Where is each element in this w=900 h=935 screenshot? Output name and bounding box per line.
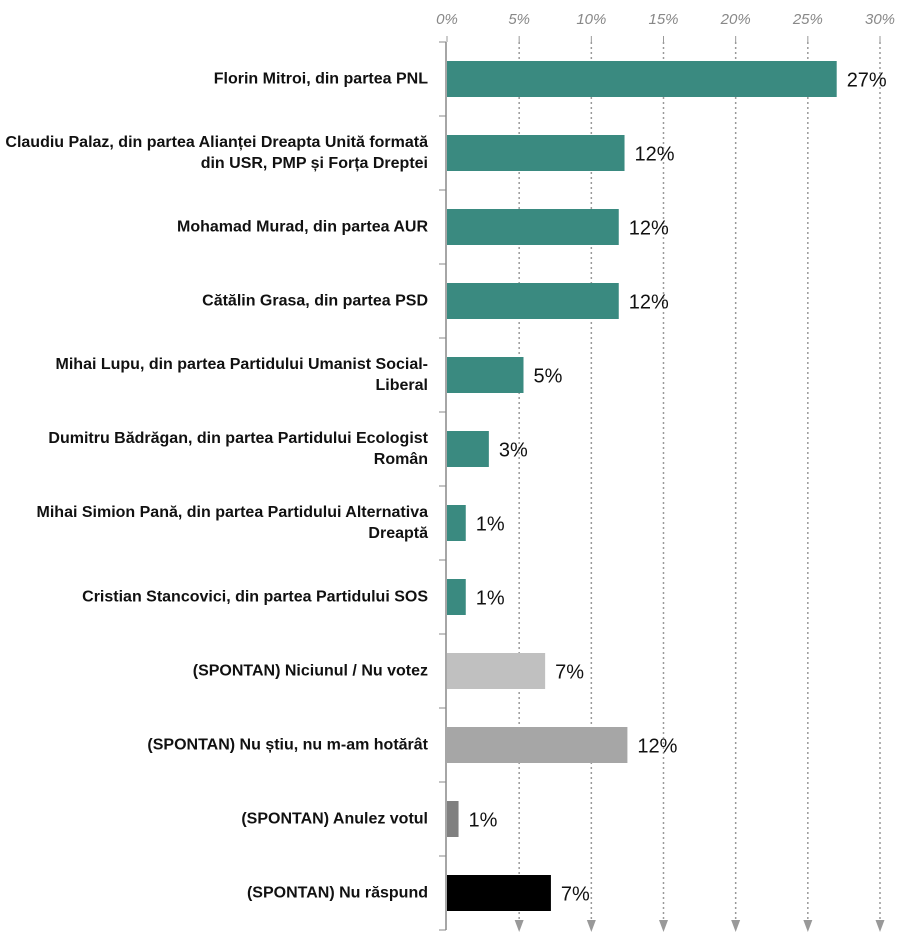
value-label: 5% [533,365,562,387]
bar [447,579,466,615]
value-label: 12% [629,291,669,313]
bar [447,61,837,97]
bar [447,727,628,763]
value-label: 12% [635,143,675,165]
category-label: Florin Mitroi, din partea PNL [213,70,428,88]
bar [447,875,551,911]
bar [447,653,546,689]
category-label: Mihai Lupu, din partea Partidului Umanis… [55,356,428,394]
category-label: Cristian Stancovici, din partea Partidul… [82,588,428,606]
x-tick-label: 10% [576,11,606,28]
x-tick-label: 30% [865,11,895,28]
category-label: (SPONTAN) Nu răspund [246,884,428,902]
category-label: (SPONTAN) Niciunul / Nu votez [192,662,428,680]
category-label: Cătălin Grasa, din partea PSD [202,292,428,310]
bar [447,801,459,837]
value-label: 12% [629,217,669,239]
category-label: Dumitru Bădrăgan, din partea Partidului … [48,430,428,468]
category-label: (SPONTAN) Nu știu, nu m-am hotărât [147,736,428,754]
bar [447,505,466,541]
value-label: 12% [637,735,677,757]
x-tick-label: 15% [648,11,678,28]
bar [447,209,619,245]
value-label: 1% [469,809,498,831]
value-label: 1% [476,587,505,609]
x-tick-label: 20% [720,11,751,28]
category-label: Mihai Simion Pană, din partea Partidului… [36,504,428,542]
x-tick-label: 25% [792,11,823,28]
category-label: (SPONTAN) Anulez votul [241,810,428,828]
bar [447,283,619,319]
x-tick-label: 5% [508,11,530,28]
value-label: 3% [499,439,528,461]
value-label: 7% [555,661,584,683]
value-label: 1% [476,513,505,535]
bar [447,357,524,393]
value-label: 7% [561,883,590,905]
category-label: Mohamad Murad, din partea AUR [177,218,428,236]
category-label: Claudiu Palaz, din partea Alianței Dreap… [5,134,428,172]
value-label: 27% [847,69,887,91]
x-tick-label: 0% [436,11,458,28]
bar [447,431,489,467]
bar [447,135,625,171]
